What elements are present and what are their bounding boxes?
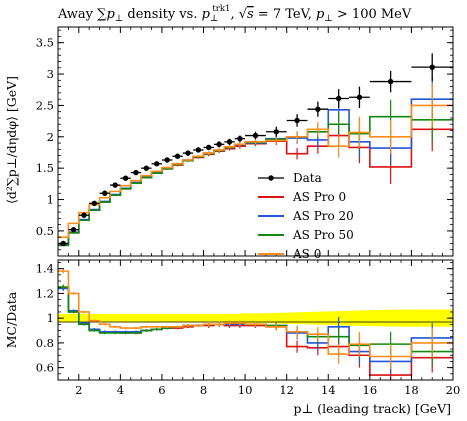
data-point (164, 157, 170, 163)
y-tick-label: 0.5 (36, 224, 54, 238)
legend-label-as-pro-50: AS Pro 50 (292, 228, 354, 242)
y-tick-label: 1 (47, 193, 54, 207)
y-tick-label: 2.5 (36, 98, 54, 112)
data-point (387, 78, 394, 85)
data-uncertainty-band (58, 309, 453, 327)
main-y-axis-label: ⟨d²∑p⊥/dηdφ⟩ [GeV] (4, 76, 19, 204)
data-point (102, 190, 108, 196)
series-line-as-pro-20 (58, 98, 453, 246)
y-tick-label: 1.5 (36, 161, 54, 175)
data-point (206, 144, 212, 151)
ratio-y-tick-label: 0.8 (36, 336, 54, 350)
data-points (58, 53, 453, 247)
chart-title: Away ∑p⊥ density vs. p⊥trk1, √s = 7 TeV,… (57, 4, 412, 24)
x-tick-label: 4 (117, 383, 124, 397)
ratio-axis-ticks: 0.6 0.8 1 1.2 1.4 2 4 6 8 10 12 14 16 18 20 (36, 260, 461, 397)
legend-label-as-0: AS 0 (292, 247, 321, 261)
series-line-as-pro-0 (58, 128, 453, 247)
data-point (112, 182, 118, 188)
x-tick-label: 6 (158, 383, 165, 397)
x-tick-label: 12 (279, 383, 294, 397)
x-tick-label: 14 (321, 383, 336, 397)
series-as-pro-20 (58, 77, 453, 246)
data-point (154, 161, 160, 167)
data-point (335, 95, 342, 102)
x-tick-label: 16 (363, 383, 378, 397)
data-point (185, 150, 191, 156)
data-point (195, 147, 202, 153)
uncertainty-band-fill (58, 309, 453, 327)
data-point (237, 135, 243, 142)
data-point (356, 94, 363, 100)
data-point (294, 117, 300, 124)
series-as-0 (58, 268, 453, 369)
x-tick-label: 18 (404, 383, 419, 397)
data-point (70, 226, 77, 233)
ratio-y-tick-label: 0.6 (36, 361, 54, 375)
data-point (91, 200, 98, 206)
series-line-as-0 (58, 104, 453, 238)
x-axis-label: p⊥ (leading track) [GeV] (293, 401, 451, 416)
y-tick-label: 3.5 (36, 36, 54, 50)
main-panel: 0.5 1 1.5 2 2.5 3 3.5 (36, 26, 454, 257)
series-as-pro-50 (58, 97, 453, 247)
ratio-panel: 0.6 0.8 1 1.2 1.4 2 4 6 8 10 12 14 16 18 20 (36, 259, 461, 397)
data-point (133, 169, 139, 176)
legend-label-as-pro-0: AS Pro 0 (292, 190, 346, 204)
ratio-y-tick-label: 1.2 (36, 286, 54, 300)
main-frame (57, 26, 454, 257)
ratio-frame (57, 259, 454, 381)
data-point (216, 141, 222, 148)
legend-label-data: Data (293, 171, 322, 185)
x-tick-label: 20 (446, 383, 461, 397)
data-point (429, 64, 435, 70)
ratio-y-tick-label: 1.4 (36, 262, 54, 276)
x-tick-label: 10 (238, 383, 253, 397)
data-point (143, 165, 150, 171)
x-tick-label: 8 (200, 383, 207, 397)
data-point (252, 132, 259, 139)
data-point (81, 212, 87, 218)
series-line-as-0 (58, 270, 453, 358)
series-as-pro-20 (58, 285, 453, 374)
legend-marker-data (268, 175, 274, 181)
main-histograms (58, 77, 453, 247)
data-point (122, 175, 129, 181)
series-as-pro-0 (58, 107, 453, 247)
data-point (273, 129, 279, 135)
ratio-y-axis-label: MC/Data (4, 291, 19, 348)
data-point (60, 240, 66, 247)
ratio-histograms (58, 268, 453, 380)
y-tick-label: 3 (47, 67, 54, 81)
series-as-0 (58, 83, 453, 238)
ratio-y-tick-label: 1 (47, 311, 54, 325)
x-tick-label: 2 (75, 383, 82, 397)
y-tick-label: 2 (47, 130, 54, 144)
legend-label-as-pro-20: AS Pro 20 (292, 209, 354, 223)
data-point (315, 106, 321, 112)
data-point (174, 153, 181, 159)
legend: Data AS Pro 0 AS Pro 20 AS Pro 50 AS 0 (258, 171, 354, 261)
data-point (226, 139, 233, 145)
